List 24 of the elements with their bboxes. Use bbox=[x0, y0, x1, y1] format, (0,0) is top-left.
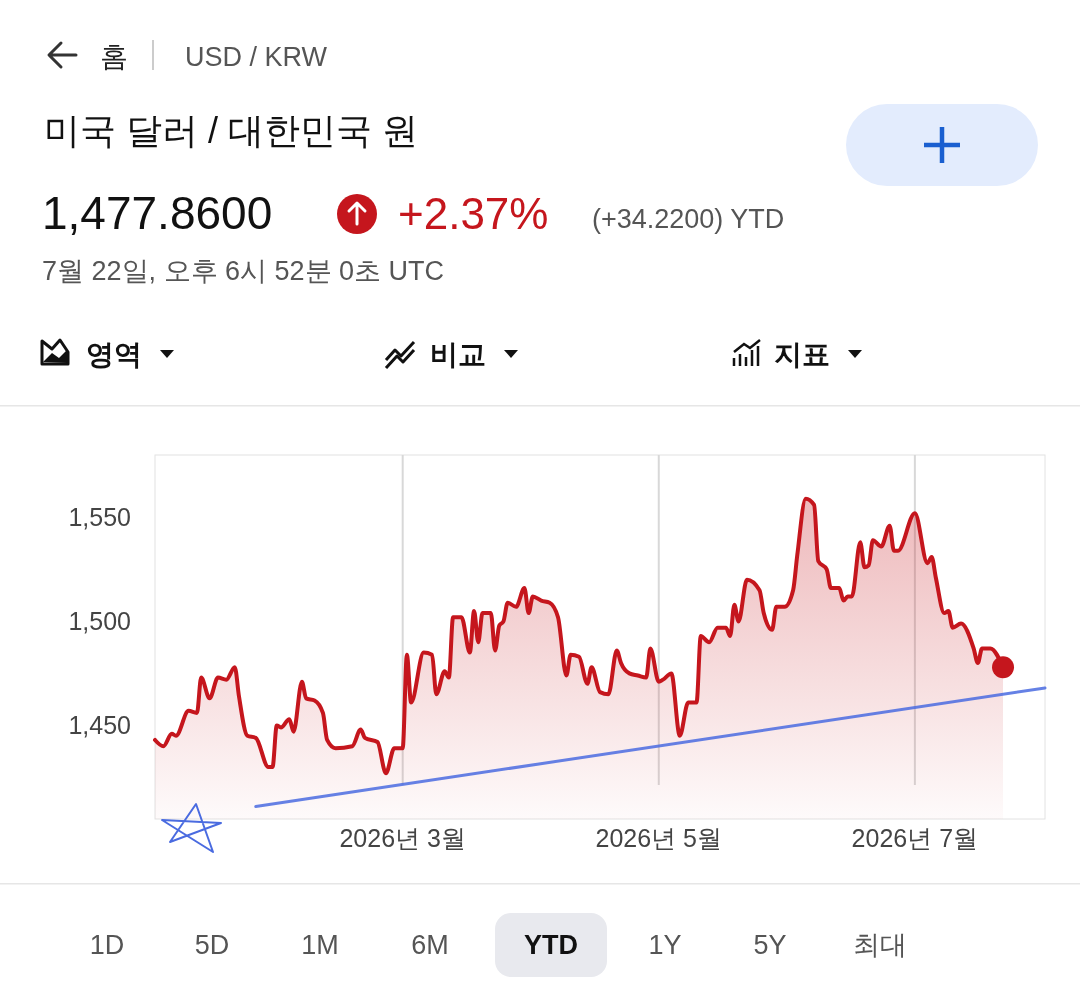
x-tick-label: 2026년 7월 bbox=[851, 823, 979, 852]
text: 5D bbox=[194, 930, 230, 960]
text: 홈 bbox=[100, 41, 128, 72]
x-tick-label: 2026년 5월 bbox=[595, 823, 723, 852]
text: (+34.2200) YTD bbox=[592, 204, 785, 234]
y-tick-label: 1,450 bbox=[68, 711, 131, 740]
text: 1Y bbox=[648, 930, 682, 960]
text: 비교 bbox=[430, 339, 486, 370]
text: 5Y bbox=[753, 930, 787, 960]
x-tick-label: 2026년 3월 bbox=[339, 823, 466, 852]
text: YTD bbox=[524, 930, 578, 960]
y-tick-label: 1,550 bbox=[68, 503, 131, 532]
chart-title: 미국 달러 / 대한민국 원 bbox=[44, 110, 419, 151]
text: 7월 22일, 오후 6시 52분 0초 UTC bbox=[42, 256, 445, 286]
y-tick-label: 1,500 bbox=[68, 607, 131, 636]
text: 영역 bbox=[86, 339, 142, 370]
text: USD / KRW bbox=[185, 42, 328, 72]
text: 1D bbox=[89, 930, 125, 960]
text: 1,477.8600 bbox=[42, 187, 273, 239]
text: 6M bbox=[411, 930, 449, 960]
text: 1M bbox=[301, 930, 339, 960]
text: 지표 bbox=[774, 339, 830, 370]
text: +2.37% bbox=[398, 189, 549, 238]
text: 최대 bbox=[853, 930, 907, 960]
